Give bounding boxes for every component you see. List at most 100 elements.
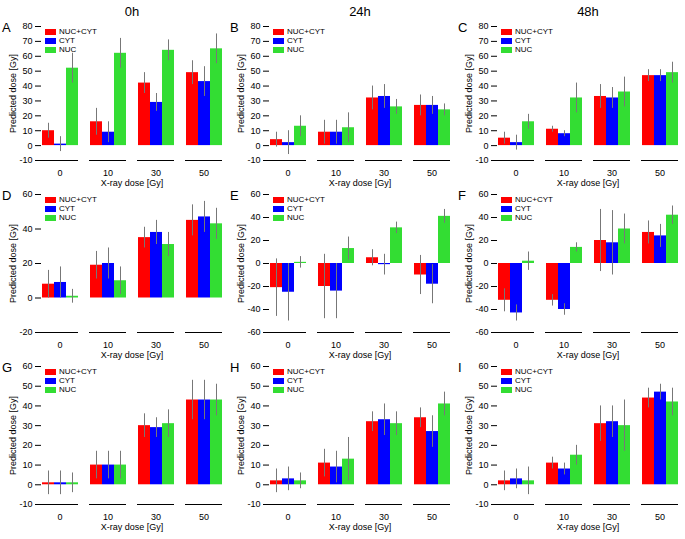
svg-text:60: 60: [250, 189, 260, 199]
svg-text:50: 50: [427, 340, 437, 350]
svg-text:10: 10: [331, 512, 341, 522]
svg-text:0: 0: [513, 168, 518, 178]
svg-text:80: 80: [250, 21, 260, 31]
svg-text:80: 80: [478, 21, 488, 31]
svg-text:-60: -60: [475, 327, 488, 337]
svg-text:10: 10: [103, 168, 113, 178]
svg-text:40: 40: [478, 212, 488, 222]
svg-text:50: 50: [199, 168, 209, 178]
svg-text:20: 20: [250, 440, 260, 450]
svg-text:20: 20: [22, 111, 32, 121]
svg-text:40: 40: [250, 81, 260, 91]
svg-text:10: 10: [22, 126, 32, 136]
svg-text:60: 60: [22, 189, 32, 199]
svg-text:X-ray dose [Gy]: X-ray dose [Gy]: [101, 178, 164, 188]
svg-text:-20: -20: [475, 281, 488, 291]
svg-text:50: 50: [250, 381, 260, 391]
svg-text:X-ray dose [Gy]: X-ray dose [Gy]: [557, 350, 620, 360]
svg-text:30: 30: [151, 512, 161, 522]
svg-text:X-ray dose [Gy]: X-ray dose [Gy]: [329, 350, 392, 360]
svg-text:30: 30: [379, 512, 389, 522]
svg-text:20: 20: [250, 235, 260, 245]
svg-text:50: 50: [427, 512, 437, 522]
svg-text:50: 50: [655, 168, 665, 178]
svg-text:20: 20: [478, 111, 488, 121]
svg-text:10: 10: [22, 460, 32, 470]
svg-text:10: 10: [250, 460, 260, 470]
svg-text:60: 60: [22, 51, 32, 61]
svg-text:30: 30: [250, 421, 260, 431]
svg-text:-10: -10: [19, 499, 32, 509]
svg-text:60: 60: [478, 361, 488, 371]
svg-text:Predicted dose [Gy]: Predicted dose [Gy]: [236, 54, 246, 133]
svg-text:Predicted dose [Gy]: Predicted dose [Gy]: [464, 54, 474, 133]
svg-text:10: 10: [559, 168, 569, 178]
svg-text:50: 50: [655, 340, 665, 350]
svg-text:0: 0: [27, 140, 32, 150]
svg-text:60: 60: [22, 361, 32, 371]
svg-text:Predicted dose [Gy]: Predicted dose [Gy]: [8, 54, 18, 133]
svg-text:40: 40: [478, 401, 488, 411]
svg-text:40: 40: [22, 401, 32, 411]
svg-text:50: 50: [250, 66, 260, 76]
svg-text:10: 10: [103, 340, 113, 350]
svg-text:80: 80: [22, 21, 32, 31]
svg-text:30: 30: [379, 168, 389, 178]
svg-text:X-ray dose [Gy]: X-ray dose [Gy]: [101, 522, 164, 532]
svg-text:40: 40: [22, 224, 32, 234]
svg-text:Predicted dose [Gy]: Predicted dose [Gy]: [464, 396, 474, 475]
svg-text:10: 10: [331, 168, 341, 178]
svg-text:-20: -20: [19, 327, 32, 337]
svg-text:0: 0: [255, 480, 260, 490]
svg-text:-10: -10: [247, 499, 260, 509]
svg-text:-60: -60: [247, 327, 260, 337]
svg-text:30: 30: [250, 96, 260, 106]
svg-text:0: 0: [27, 480, 32, 490]
svg-text:10: 10: [559, 512, 569, 522]
svg-text:20: 20: [22, 440, 32, 450]
svg-text:10: 10: [478, 126, 488, 136]
svg-text:0: 0: [285, 512, 290, 522]
svg-text:0: 0: [483, 140, 488, 150]
svg-text:-10: -10: [475, 499, 488, 509]
svg-text:10: 10: [331, 340, 341, 350]
svg-text:70: 70: [22, 36, 32, 46]
svg-text:20: 20: [478, 440, 488, 450]
svg-text:30: 30: [607, 512, 617, 522]
svg-text:-10: -10: [247, 155, 260, 165]
svg-text:X-ray dose [Gy]: X-ray dose [Gy]: [101, 350, 164, 360]
svg-text:20: 20: [250, 111, 260, 121]
svg-text:-10: -10: [475, 155, 488, 165]
svg-text:50: 50: [478, 66, 488, 76]
svg-text:X-ray dose [Gy]: X-ray dose [Gy]: [329, 522, 392, 532]
svg-text:0: 0: [255, 258, 260, 268]
svg-text:10: 10: [478, 460, 488, 470]
svg-text:50: 50: [427, 168, 437, 178]
svg-text:30: 30: [22, 421, 32, 431]
svg-text:30: 30: [607, 168, 617, 178]
svg-text:Predicted dose [Gy]: Predicted dose [Gy]: [464, 224, 474, 303]
svg-text:40: 40: [250, 212, 260, 222]
svg-text:X-ray dose [Gy]: X-ray dose [Gy]: [557, 522, 620, 532]
svg-text:60: 60: [478, 51, 488, 61]
svg-text:30: 30: [151, 340, 161, 350]
svg-text:30: 30: [607, 340, 617, 350]
svg-text:0: 0: [57, 168, 62, 178]
svg-text:10: 10: [250, 126, 260, 136]
svg-text:0: 0: [513, 340, 518, 350]
svg-text:Predicted dose [Gy]: Predicted dose [Gy]: [236, 224, 246, 303]
svg-text:60: 60: [478, 189, 488, 199]
svg-text:10: 10: [103, 512, 113, 522]
svg-text:50: 50: [22, 381, 32, 391]
svg-text:0: 0: [27, 293, 32, 303]
svg-text:60: 60: [250, 51, 260, 61]
svg-text:0: 0: [255, 140, 260, 150]
svg-text:0: 0: [285, 340, 290, 350]
svg-text:-40: -40: [247, 304, 260, 314]
svg-text:40: 40: [250, 401, 260, 411]
svg-text:30: 30: [151, 168, 161, 178]
svg-text:0: 0: [57, 340, 62, 350]
svg-text:0: 0: [285, 168, 290, 178]
svg-text:50: 50: [199, 512, 209, 522]
svg-text:40: 40: [478, 81, 488, 91]
